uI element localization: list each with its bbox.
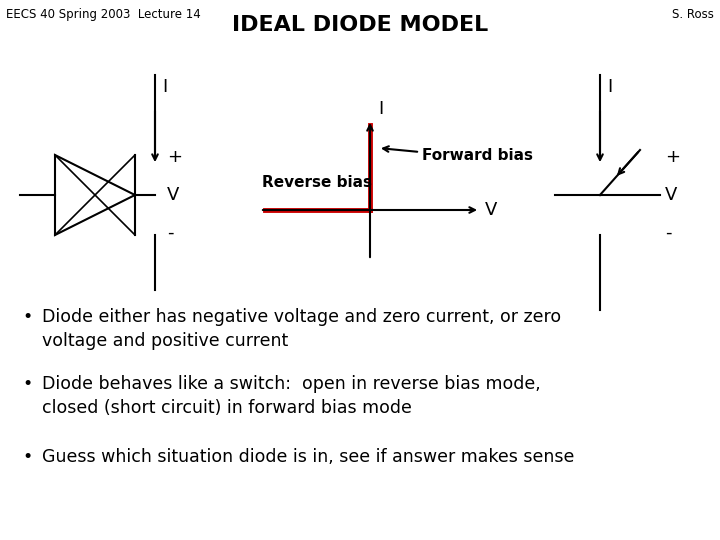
Text: V: V	[485, 201, 498, 219]
Text: +: +	[167, 148, 182, 166]
Text: +: +	[665, 148, 680, 166]
Text: V: V	[665, 186, 678, 204]
Text: Diode behaves like a switch:  open in reverse bias mode,
closed (short circuit) : Diode behaves like a switch: open in rev…	[42, 375, 541, 416]
Text: Reverse bias: Reverse bias	[262, 175, 372, 190]
Text: -: -	[665, 224, 672, 242]
Text: S. Ross: S. Ross	[672, 8, 714, 21]
Text: •: •	[22, 375, 32, 393]
Text: Diode either has negative voltage and zero current, or zero
voltage and positive: Diode either has negative voltage and ze…	[42, 308, 561, 349]
Text: IDEAL DIODE MODEL: IDEAL DIODE MODEL	[232, 15, 488, 35]
Text: V: V	[167, 186, 179, 204]
Text: I: I	[162, 78, 167, 96]
Text: •: •	[22, 308, 32, 326]
Text: -: -	[167, 224, 174, 242]
Text: I: I	[378, 100, 383, 118]
Text: I: I	[607, 78, 612, 96]
Text: •: •	[22, 448, 32, 466]
Text: EECS 40 Spring 2003  Lecture 14: EECS 40 Spring 2003 Lecture 14	[6, 8, 201, 21]
Text: Guess which situation diode is in, see if answer makes sense: Guess which situation diode is in, see i…	[42, 448, 575, 466]
Text: Forward bias: Forward bias	[422, 147, 533, 163]
